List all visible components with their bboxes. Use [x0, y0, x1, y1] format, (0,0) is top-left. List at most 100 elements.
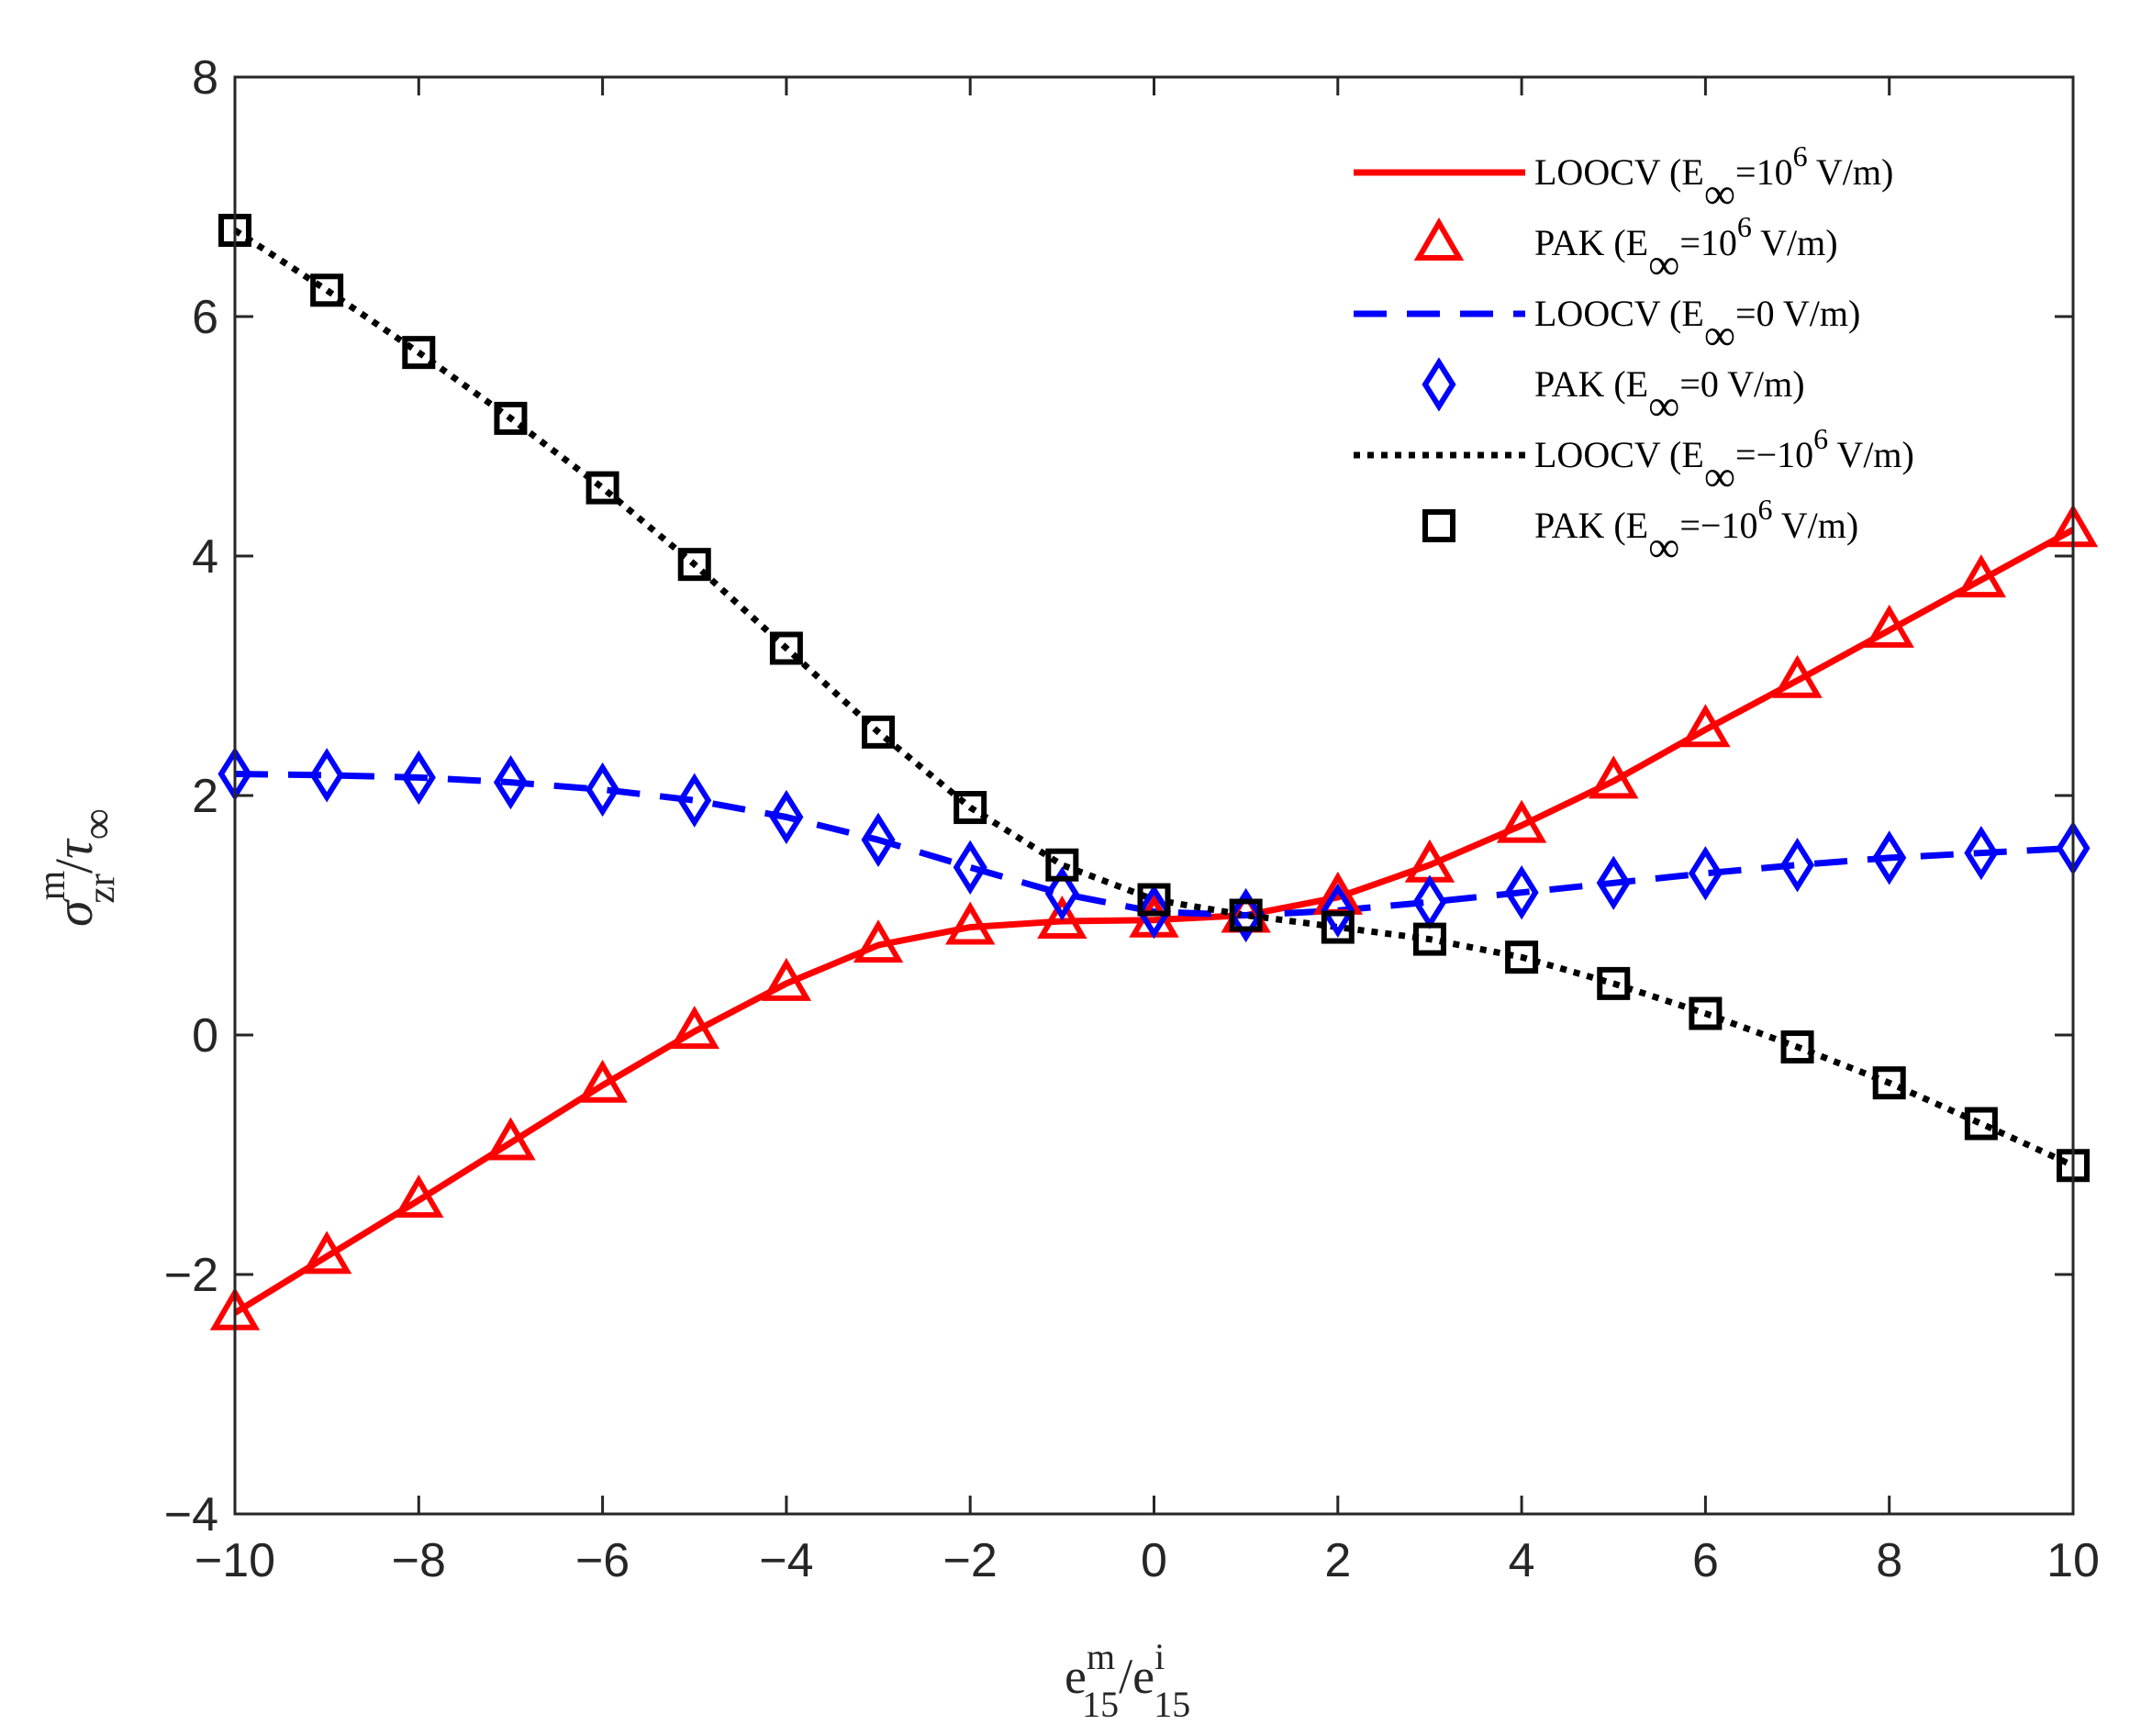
legend-marker-1: [1413, 217, 1465, 261]
x-label-sub: 15: [1082, 1684, 1119, 1725]
y-label-sub: zr: [81, 874, 123, 904]
x-tick-label: 0: [1141, 1534, 1167, 1587]
series-3-marker-2: [401, 750, 436, 806]
series-3-marker-3: [493, 754, 528, 810]
series-1-marker-14: [1496, 799, 1547, 843]
series-1-marker-18: [1864, 604, 1914, 648]
series-1-marker-2: [394, 1174, 444, 1219]
series-3-marker-10: [1136, 884, 1172, 940]
legend-label-3: PAK (E∞=0 V/m): [1534, 363, 1805, 430]
series-5-marker-15: [1597, 966, 1631, 1000]
x-label-sup2: i: [1154, 1636, 1165, 1677]
legend-marker-5: [1422, 509, 1455, 542]
legend-entry-5: PAK (E∞=−106 V/m): [1422, 493, 1858, 572]
series-5-marker-1: [310, 273, 344, 307]
legend: LOOCV (E∞=106 V/m)PAK (E∞=106 V/m)LOOCV …: [1354, 139, 1914, 572]
x-tick-label: −4: [759, 1534, 813, 1587]
y-tick-label: 6: [192, 291, 218, 344]
y-label-tau-sub: ∞: [73, 808, 122, 840]
series-3-marker-16: [1688, 846, 1723, 901]
series-3-marker-7: [861, 812, 896, 867]
series-3-marker-12: [1321, 883, 1355, 938]
x-label-base: e: [1065, 1649, 1087, 1704]
y-tick-label: 2: [192, 770, 218, 823]
legend-entry-2: LOOCV (E∞=0 V/m): [1354, 293, 1860, 360]
series-5-marker-12: [1321, 910, 1355, 944]
legend-entry-3: PAK (E∞=0 V/m): [1422, 357, 1805, 430]
series-5-marker-18: [1872, 1066, 1906, 1100]
series-line-0: [233, 527, 2075, 1316]
series-1-marker-17: [1772, 654, 1823, 698]
series-3-marker-17: [1780, 838, 1815, 893]
legend-entry-4: LOOCV (E∞=−106 V/m): [1354, 422, 1914, 501]
series-3-marker-11: [1229, 887, 1264, 943]
legend-label-5: PAK (E∞=−106 V/m): [1534, 493, 1858, 572]
x-tick-label: −10: [195, 1534, 275, 1587]
series-5-marker-8: [953, 791, 987, 825]
y-tick-label: −2: [164, 1249, 218, 1302]
series-3-marker-18: [1872, 830, 1907, 885]
series-5-marker-7: [862, 715, 896, 749]
y-label-sup: m: [31, 870, 73, 900]
legend-label-0: LOOCV (E∞=106 V/m): [1534, 139, 1893, 218]
series-1-marker-19: [1956, 554, 2007, 598]
y-axis-label: σm zr/τ∞: [31, 808, 123, 927]
legend-label-2: LOOCV (E∞=0 V/m): [1534, 293, 1860, 360]
y-tick-label: 0: [192, 1009, 218, 1063]
x-label-sup: m: [1087, 1636, 1115, 1677]
plot-layer: [209, 214, 2099, 1330]
y-label-sigma: σ: [44, 898, 104, 927]
series-5-marker-19: [1964, 1107, 1998, 1141]
series-1-marker-1: [301, 1230, 352, 1274]
series-5-marker-9: [1045, 848, 1079, 882]
series-5-marker-4: [585, 471, 619, 505]
plot-area: [235, 77, 2073, 1514]
series-5-marker-5: [677, 548, 711, 582]
y-tick-label: 8: [192, 51, 218, 105]
x-tick-label: 8: [1876, 1534, 1902, 1587]
series-3-marker-19: [1964, 825, 1999, 881]
series-5-marker-13: [1412, 922, 1446, 956]
x-label-sep: /: [1119, 1649, 1132, 1704]
series-1-marker-16: [1680, 704, 1731, 748]
series-5-marker-11: [1229, 898, 1263, 932]
series-1-marker-3: [485, 1117, 536, 1161]
series-3-marker-8: [953, 840, 987, 895]
y-tick-label: −4: [164, 1488, 218, 1541]
series-1-marker-9: [1037, 896, 1087, 940]
y-tick-label: 4: [192, 530, 218, 584]
series-1-marker-6: [761, 957, 812, 1001]
x-label-sub2: 15: [1154, 1684, 1190, 1725]
y-label-tau: τ: [44, 838, 104, 859]
y-label-sep: /: [44, 858, 104, 874]
series-1-marker-8: [944, 901, 996, 945]
series-5-marker-10: [1137, 883, 1171, 917]
series-5-marker-2: [402, 336, 436, 370]
series-3-marker-5: [677, 773, 712, 828]
series-3-marker-14: [1504, 865, 1539, 920]
series-3-marker-4: [585, 762, 620, 818]
legend-entry-1: PAK (E∞=106 V/m): [1413, 210, 1838, 289]
x-tick-label: 6: [1692, 1534, 1719, 1587]
series-5-marker-14: [1505, 940, 1539, 974]
x-tick-label: 10: [2046, 1534, 2100, 1587]
legend-label-1: PAK (E∞=106 V/m): [1534, 210, 1838, 289]
series-3-marker-15: [1596, 855, 1631, 910]
series-3-marker-9: [1044, 866, 1079, 921]
series-1-marker-7: [853, 919, 904, 963]
x-tick-label: −2: [943, 1534, 998, 1587]
x-tick-label: 4: [1509, 1534, 1535, 1587]
axis-labels: em 15/ei 15 σm zr/τ∞: [31, 808, 1190, 1725]
series-5-marker-17: [1780, 1030, 1814, 1064]
x-axis-label: em 15/ei 15: [1065, 1636, 1190, 1725]
legend-marker-3: [1422, 357, 1456, 412]
series-3-marker-6: [769, 789, 804, 845]
x-tick-label: −6: [575, 1534, 630, 1587]
series-5-marker-6: [769, 631, 803, 665]
series-5-marker-16: [1689, 996, 1723, 1030]
legend-entry-0: LOOCV (E∞=106 V/m): [1354, 139, 1893, 218]
x-tick-label: −8: [392, 1534, 446, 1587]
series-1-marker-4: [577, 1059, 628, 1103]
x-tick-label: 2: [1324, 1534, 1351, 1587]
